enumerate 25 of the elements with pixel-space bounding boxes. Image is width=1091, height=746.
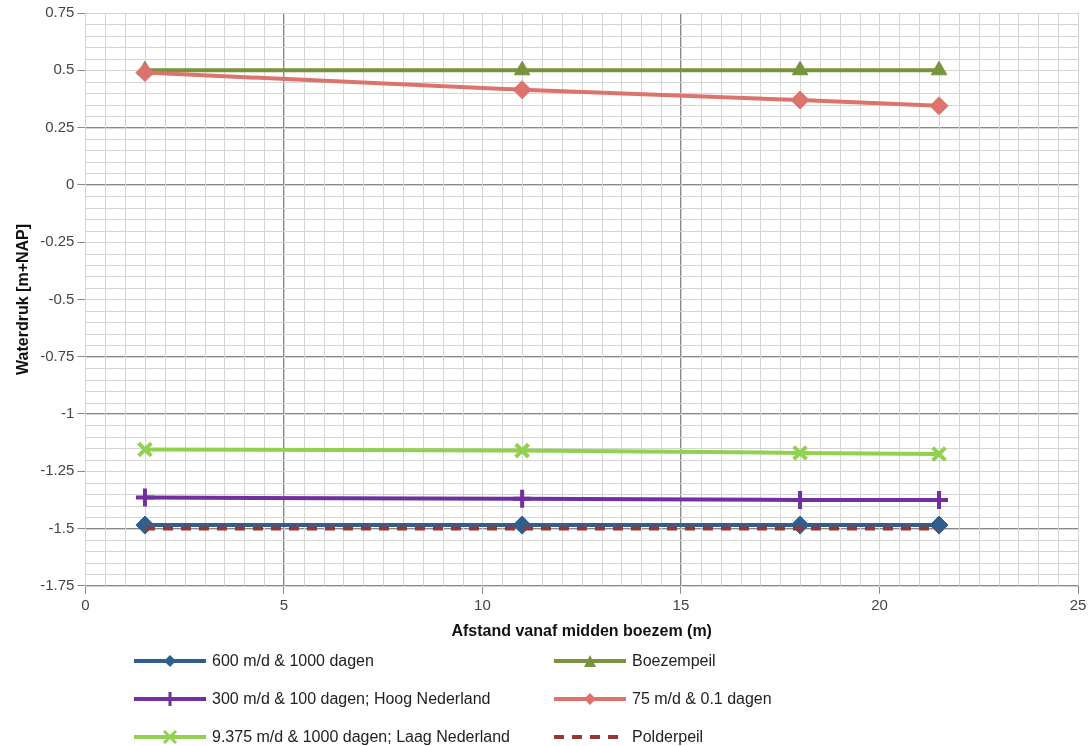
y-tick-label: 0.25 [45, 117, 75, 135]
x-tick-label: 25 [1069, 595, 1087, 613]
y-tick-label: 0.75 [45, 3, 75, 21]
x-axis-title: Afstand vanaf midden boezem (m) [451, 621, 712, 639]
y-tick-label: -0.5 [48, 289, 75, 307]
legend-label: 75 m/d & 0.1 dagen [632, 690, 772, 708]
y-tick-label: -0.25 [40, 232, 75, 250]
y-tick-label: -1.5 [48, 518, 75, 536]
legend-label: Boezempeil [632, 652, 716, 670]
y-tick-label: -1.25 [40, 461, 75, 479]
y-tick-label: 0 [66, 174, 75, 192]
y-axis-title: Waterdruk [m+NAP] [14, 223, 32, 375]
y-tick-label: -0.75 [40, 346, 75, 364]
x-tick-label: 10 [474, 595, 491, 613]
legend-label: 9.375 m/d & 1000 dagen; Laag Nederland [212, 728, 511, 746]
y-tick-label: -1 [61, 404, 75, 422]
x-tick-label: 0 [81, 595, 90, 613]
x-tick-label: 20 [871, 595, 888, 613]
x-tick-label: 5 [279, 595, 289, 613]
legend-label: 300 m/d & 100 dagen; Hoog Nederland [212, 690, 491, 708]
y-tick-label: -1.75 [40, 575, 75, 593]
legend-label: 600 m/d & 1000 dagen [212, 652, 374, 670]
x-tick-label: 15 [672, 595, 690, 613]
legend-label: Polderpeil [632, 728, 704, 746]
y-tick-label: 0.5 [53, 60, 75, 78]
